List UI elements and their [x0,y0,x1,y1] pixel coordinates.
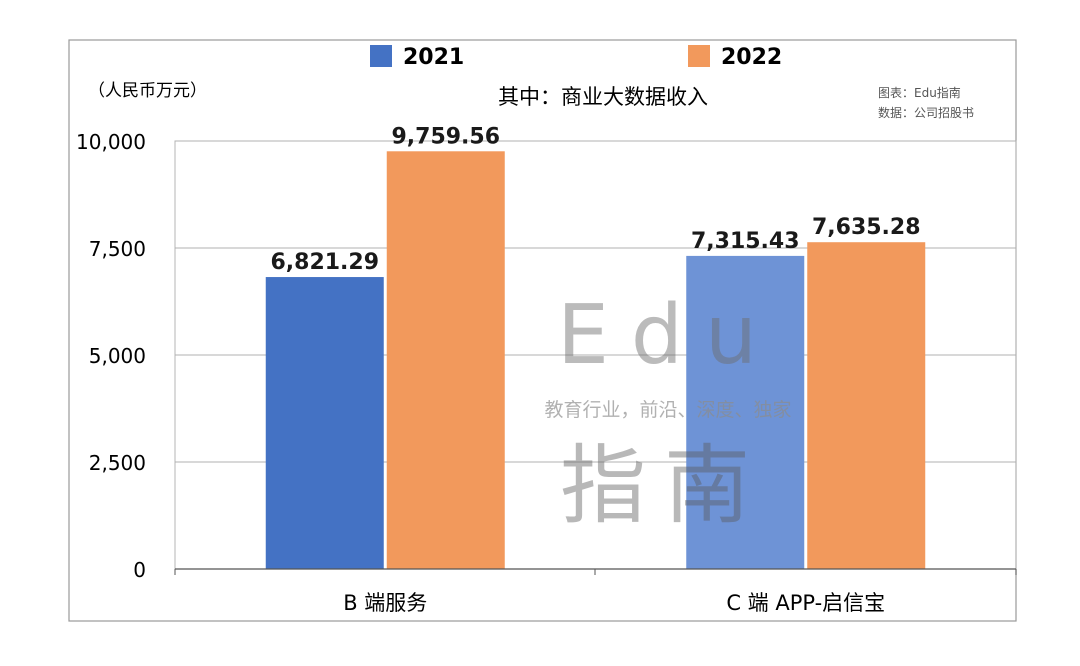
source-line-data: 数据：公司招股书 [878,105,974,120]
legend-swatch-2022 [688,45,710,67]
data-labels: 6,821.29 9,759.56 7,315.43 7,635.28 [270,124,920,275]
bar-2021-0 [265,277,384,569]
x-tick-label: C 端 APP-启信宝 [726,591,885,615]
y-tick-label: 2,500 [89,451,146,475]
x-tick-label: B 端服务 [343,591,427,615]
watermark-name: 指南 [560,436,768,536]
watermark: Edu 教育行业，前沿、深度、独家 指南 [544,288,791,536]
y-tick-label: 10,000 [76,130,146,154]
watermark-brand: Edu [557,288,779,383]
bar-2022-0 [386,151,505,569]
data-label: 9,759.56 [391,124,500,149]
legend-label-2021: 2021 [403,45,464,70]
unit-label: （人民币万元） [88,81,207,101]
x-axis-ticks: B 端服务 C 端 APP-启信宝 [343,591,885,615]
y-tick-label: 5,000 [89,344,146,368]
chart-title: 其中：商业大数据收入 [498,85,708,109]
legend-swatch-2021 [370,45,392,67]
legend-label-2022: 2022 [721,45,782,70]
bars [265,151,926,569]
bar-2021-1 [686,255,805,569]
data-label: 6,821.29 [270,250,379,275]
y-axis-ticks: 0 2,500 5,000 7,500 10,000 [76,130,146,582]
watermark-tagline: 教育行业，前沿、深度、独家 [544,399,791,421]
y-tick-label: 0 [133,558,146,582]
data-label: 7,315.43 [691,229,800,254]
source-line-chart: 图表：Edu指南 [878,85,961,100]
legend: 2021 2022 [370,45,782,70]
data-label: 7,635.28 [812,215,921,240]
bar-2022-1 [807,242,926,569]
y-tick-label: 7,500 [89,237,146,261]
